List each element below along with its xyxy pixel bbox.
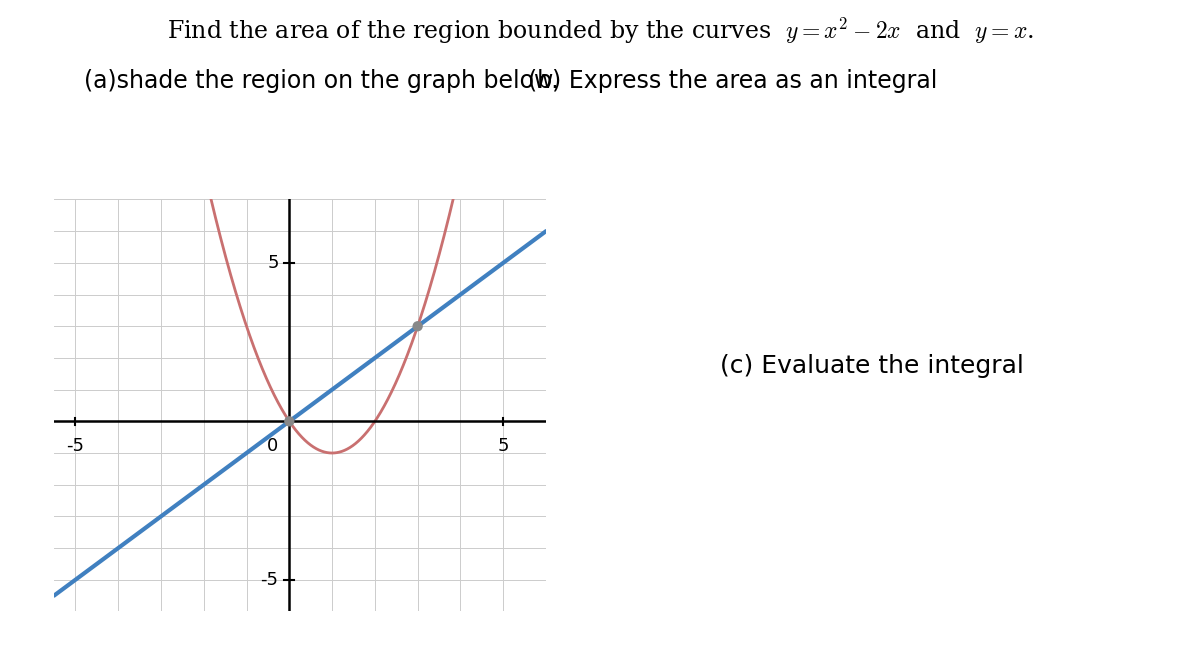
Text: 0: 0 (268, 437, 278, 455)
Text: (a)shade the region on the graph below.: (a)shade the region on the graph below. (84, 69, 559, 93)
Point (280, 416, 299, 426)
Text: Find the area of the region bounded by the curves  $y = x^{2} - 2x$  and  $y = x: Find the area of the region bounded by t… (167, 16, 1033, 46)
Text: -5: -5 (260, 571, 278, 589)
Text: -5: -5 (66, 437, 84, 455)
Text: (c) Evaluate the integral: (c) Evaluate the integral (720, 354, 1024, 378)
Text: 5: 5 (498, 437, 509, 455)
Text: 5: 5 (268, 254, 278, 272)
Text: (b) Express the area as an integral: (b) Express the area as an integral (528, 69, 937, 93)
Point (408, 321, 427, 332)
